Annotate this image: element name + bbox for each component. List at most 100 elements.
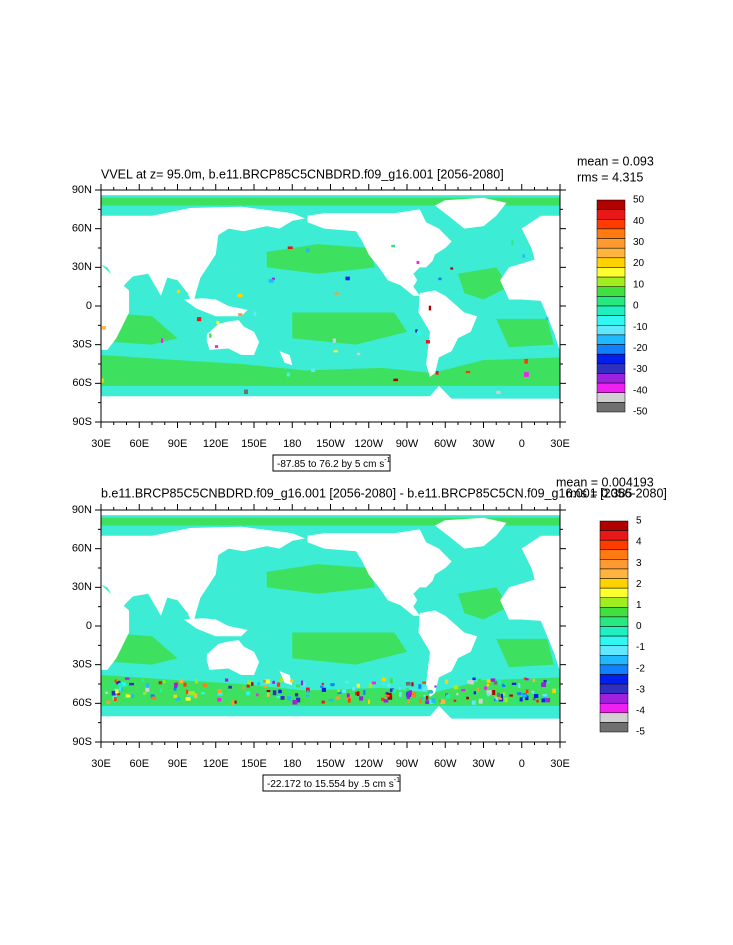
colorbar-box xyxy=(599,712,629,723)
field-speckle xyxy=(141,678,145,682)
map-field xyxy=(101,195,560,422)
field-speckle xyxy=(279,677,283,683)
rms-label: rms = 0.385 xyxy=(566,486,632,500)
field-speckle xyxy=(263,685,268,688)
field-speckle xyxy=(532,697,536,701)
field-speckle xyxy=(525,689,529,694)
colorbar-label: 5 xyxy=(636,516,642,527)
field-speckle xyxy=(113,697,117,702)
x-tick-label: 150W xyxy=(316,438,345,450)
colorbar-box xyxy=(599,539,629,551)
field-speckle xyxy=(453,684,459,690)
field-speckle xyxy=(461,688,466,692)
field-speckle xyxy=(407,700,410,703)
y-tick-label: 30S xyxy=(72,659,92,671)
field-speckle xyxy=(531,690,535,694)
field-speckle xyxy=(278,690,282,694)
y-tick-label: 30N xyxy=(72,581,92,593)
colorbar-box xyxy=(596,228,626,239)
field-speckle xyxy=(384,694,390,697)
field-speckle xyxy=(347,698,351,703)
field-speckle xyxy=(525,695,529,701)
field-speckle xyxy=(536,699,539,703)
field-speckle xyxy=(161,338,164,343)
field-speckle xyxy=(124,677,130,680)
colorbar-box xyxy=(599,568,629,579)
field-speckle xyxy=(356,683,360,688)
field-speckle xyxy=(330,683,335,687)
field-speckle xyxy=(202,683,207,687)
field-speckle xyxy=(265,679,270,684)
field-speckle xyxy=(367,699,371,704)
field-speckle xyxy=(300,698,305,703)
x-tick-label: 30W xyxy=(472,438,495,450)
colorbar-label: -10 xyxy=(633,322,648,333)
field-speckle xyxy=(296,684,301,688)
field-speckle xyxy=(450,267,454,270)
field-speckle xyxy=(502,683,506,688)
colorbar-box xyxy=(599,578,629,589)
x-tick-label: 0 xyxy=(519,438,525,450)
x-tick-label: 90W xyxy=(396,758,419,770)
colorbar-label: -1 xyxy=(636,642,645,653)
colorbar-box xyxy=(596,334,626,345)
colorbar-label: -5 xyxy=(636,727,645,738)
colorbar-label: 2 xyxy=(636,579,642,590)
field-speckle xyxy=(179,679,184,684)
field-speckle xyxy=(490,678,496,682)
colorbar-box xyxy=(599,616,629,627)
colorbar-box xyxy=(599,530,629,541)
colorbar-box xyxy=(596,305,626,316)
field-speckle xyxy=(306,687,310,692)
field-speckle xyxy=(321,682,324,686)
field-speckle xyxy=(405,688,410,692)
field-speckle xyxy=(392,689,396,694)
field-speckle xyxy=(222,691,227,695)
field-speckle xyxy=(217,698,222,702)
y-tick-label: 90S xyxy=(72,416,92,428)
field-speckle xyxy=(296,697,301,703)
field-speckle xyxy=(287,246,293,250)
field-speckle xyxy=(429,699,433,705)
field-speckle xyxy=(195,678,198,684)
field-speckle xyxy=(522,254,525,258)
field-speckle xyxy=(411,682,414,687)
rms-label: rms = 4.315 xyxy=(577,170,643,184)
field-speckle xyxy=(131,694,135,699)
map-title: VVEL at z= 95.0m, b.e11.BRCP85C5CNBDRD.f… xyxy=(101,167,504,181)
x-tick-label: 60E xyxy=(129,438,149,450)
colorbar-box xyxy=(596,276,626,287)
field-speckle xyxy=(546,681,551,684)
field-speckle xyxy=(387,683,391,688)
field-speckle xyxy=(306,690,309,693)
field-speckle xyxy=(486,679,491,683)
colorbar-box xyxy=(599,664,629,675)
field-speckle xyxy=(477,678,482,683)
map-panel: 30E 60E 90E 120E 150E 180 150W 120W 90W 60W 30W 0 30… xyxy=(72,475,667,792)
field-speckle xyxy=(345,276,350,281)
field-speckle xyxy=(492,690,496,695)
field-speckle xyxy=(478,698,483,704)
field-speckle xyxy=(390,678,393,684)
y-tick-label: 30N xyxy=(72,261,92,273)
field-speckle xyxy=(257,682,260,686)
field-speckle xyxy=(145,687,150,692)
field-speckle xyxy=(328,698,334,702)
field-speckle xyxy=(404,679,410,682)
field-speckle xyxy=(246,691,251,696)
field-speckle xyxy=(493,681,497,685)
field-speckle xyxy=(387,695,393,700)
field-speckle xyxy=(393,378,399,382)
field-speckle xyxy=(301,682,306,687)
field-speckle xyxy=(118,682,123,688)
colorbar-box xyxy=(596,238,626,249)
field-speckle xyxy=(371,681,376,685)
colorbar-box xyxy=(596,209,626,220)
colorbar-label: 10 xyxy=(633,279,645,290)
field-speckle xyxy=(398,692,402,697)
field-speckle xyxy=(272,690,277,696)
field-speckle xyxy=(332,338,336,343)
colorbar-box xyxy=(599,693,629,704)
field-speckle xyxy=(398,686,401,690)
